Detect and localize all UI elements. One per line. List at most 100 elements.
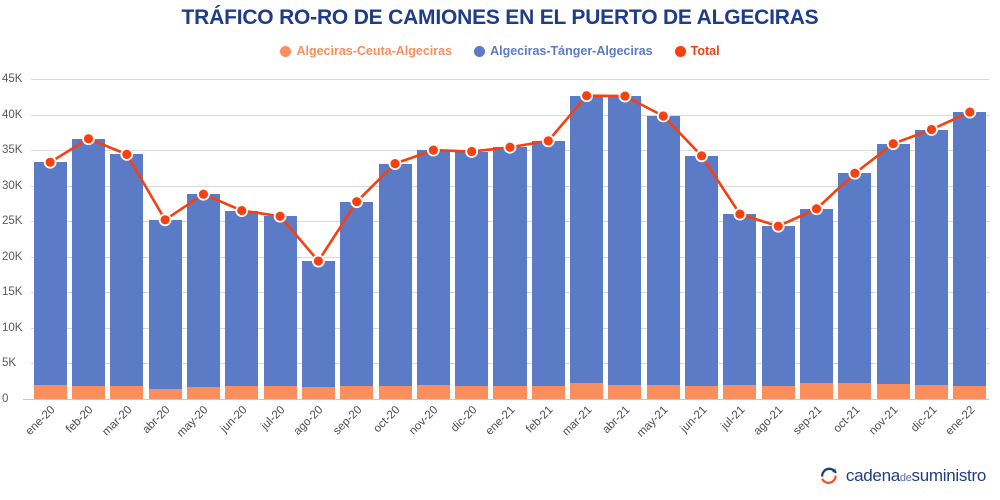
bar-segment-ceuta[interactable] <box>723 385 757 399</box>
bar-segment-ceuta[interactable] <box>646 385 680 399</box>
bar-column[interactable] <box>148 79 182 399</box>
bar-segment-tanger[interactable] <box>186 194 220 388</box>
x-axis-tick-label: abr-20 <box>140 404 173 436</box>
bar-segment-ceuta[interactable] <box>225 386 259 399</box>
bar-column[interactable] <box>570 79 604 399</box>
bar-segment-tanger[interactable] <box>953 112 987 386</box>
bar-segment-ceuta[interactable] <box>761 385 795 399</box>
x-axis-tick-label: oct-21 <box>831 404 863 436</box>
bar-segment-ceuta[interactable] <box>110 385 144 399</box>
bar-segment-tanger[interactable] <box>685 155 719 386</box>
bar-segment-tanger[interactable] <box>531 140 565 386</box>
bar-segment-tanger[interactable] <box>838 173 872 383</box>
bar-segment-ceuta[interactable] <box>953 385 987 399</box>
bar-column[interactable] <box>953 79 987 399</box>
bar-column[interactable] <box>685 79 719 399</box>
logo-text-de: de <box>899 472 912 484</box>
bar-segment-tanger[interactable] <box>800 208 834 384</box>
bar-segment-ceuta[interactable] <box>71 385 105 399</box>
bar-segment-ceuta[interactable] <box>416 385 450 399</box>
bar-segment-ceuta[interactable] <box>148 389 182 399</box>
bar-segment-ceuta[interactable] <box>608 384 642 399</box>
bar-segment-ceuta[interactable] <box>33 385 67 399</box>
legend-label: Total <box>690 44 720 58</box>
bar-column[interactable] <box>608 79 642 399</box>
bar-column[interactable] <box>225 79 259 399</box>
circle-marker-icon <box>474 45 486 57</box>
x-axis-labels: ene-20 feb-20 mar-20 abr-20 may-20 jun-20 jul-… <box>24 400 989 470</box>
bar-segment-tanger[interactable] <box>301 261 335 387</box>
bar-column[interactable] <box>646 79 680 399</box>
bar-segment-tanger[interactable] <box>416 150 450 386</box>
x-axis-tick-label: sep-21 <box>790 404 825 438</box>
bar-segment-tanger[interactable] <box>723 214 757 386</box>
bar-column[interactable] <box>110 79 144 399</box>
bar-column[interactable] <box>915 79 949 399</box>
bar-segment-ceuta[interactable] <box>531 385 565 399</box>
bar-segment-ceuta[interactable] <box>838 383 872 399</box>
legend-item[interactable]: Algeciras-Ceuta-Algeciras <box>280 44 452 58</box>
bar-column[interactable] <box>263 79 297 399</box>
bar-segment-tanger[interactable] <box>263 216 297 386</box>
bar-segment-tanger[interactable] <box>915 129 949 386</box>
bar-segment-tanger[interactable] <box>71 138 105 386</box>
bar-column[interactable] <box>455 79 489 399</box>
bar-segment-tanger[interactable] <box>876 143 910 384</box>
bar-column[interactable] <box>838 79 872 399</box>
bar-column[interactable] <box>186 79 220 399</box>
bar-segment-ceuta[interactable] <box>570 383 604 399</box>
bar-column[interactable] <box>723 79 757 399</box>
bar-segment-tanger[interactable] <box>608 96 642 385</box>
x-axis-tick-label: ene-21 <box>483 404 518 438</box>
bar-segment-ceuta[interactable] <box>685 385 719 399</box>
bar-segment-ceuta[interactable] <box>915 385 949 399</box>
x-axis-tick-label: may-21 <box>635 404 671 440</box>
legend-label: Algeciras-Ceuta-Algeciras <box>296 44 453 58</box>
bar-segment-ceuta[interactable] <box>340 386 374 399</box>
y-axis-tick-label: 25K <box>2 215 23 228</box>
bar-column[interactable] <box>761 79 795 399</box>
bar-column[interactable] <box>531 79 565 399</box>
bar-segment-ceuta[interactable] <box>455 385 489 399</box>
bar-segment-tanger[interactable] <box>340 201 374 387</box>
x-axis-tick-label: ago-20 <box>292 404 326 438</box>
bar-segment-ceuta[interactable] <box>186 387 220 399</box>
circle-marker-icon <box>674 45 686 57</box>
legend-item[interactable]: Total <box>674 44 720 58</box>
bar-column[interactable] <box>493 79 527 399</box>
plot-area <box>23 79 989 400</box>
bar-segment-tanger[interactable] <box>33 162 67 386</box>
bar-segment-ceuta[interactable] <box>493 385 527 399</box>
bar-column[interactable] <box>33 79 67 399</box>
bar-segment-tanger[interactable] <box>110 154 144 386</box>
bar-segment-tanger[interactable] <box>761 226 795 386</box>
circle-marker-icon <box>280 45 292 57</box>
bar-column[interactable] <box>800 79 834 399</box>
bar-column[interactable] <box>71 79 105 399</box>
bar-segment-tanger[interactable] <box>646 116 680 386</box>
bar-segment-ceuta[interactable] <box>378 385 412 399</box>
bar-segment-ceuta[interactable] <box>876 383 910 399</box>
bar-segment-tanger[interactable] <box>493 147 527 386</box>
y-axis-tick-label: 35K <box>2 144 23 157</box>
legend-item[interactable]: Algeciras-Tánger-Algeciras <box>474 44 653 58</box>
bar-column[interactable] <box>340 79 374 399</box>
bar-column[interactable] <box>416 79 450 399</box>
bar-segment-tanger[interactable] <box>225 210 259 387</box>
x-axis-tick-label: ago-21 <box>751 404 786 438</box>
bar-segment-ceuta[interactable] <box>301 386 335 399</box>
y-axis-tick-label: 15K <box>2 286 23 299</box>
bar-segment-tanger[interactable] <box>570 95 604 383</box>
bar-segment-tanger[interactable] <box>455 151 489 386</box>
y-axis-tick-label: 45K <box>2 73 23 85</box>
bar-segment-ceuta[interactable] <box>263 385 297 399</box>
bar-segment-tanger[interactable] <box>378 163 412 386</box>
bar-segment-ceuta[interactable] <box>800 383 834 399</box>
logo-wordmark: cadenadesuministro <box>846 466 986 486</box>
bar-column[interactable] <box>378 79 412 399</box>
bar-column[interactable] <box>301 79 335 399</box>
x-axis-tick-label: jul-20 <box>259 404 288 433</box>
bar-column[interactable] <box>876 79 910 399</box>
x-axis-tick-label: feb-21 <box>524 404 556 436</box>
bar-segment-tanger[interactable] <box>148 219 182 390</box>
